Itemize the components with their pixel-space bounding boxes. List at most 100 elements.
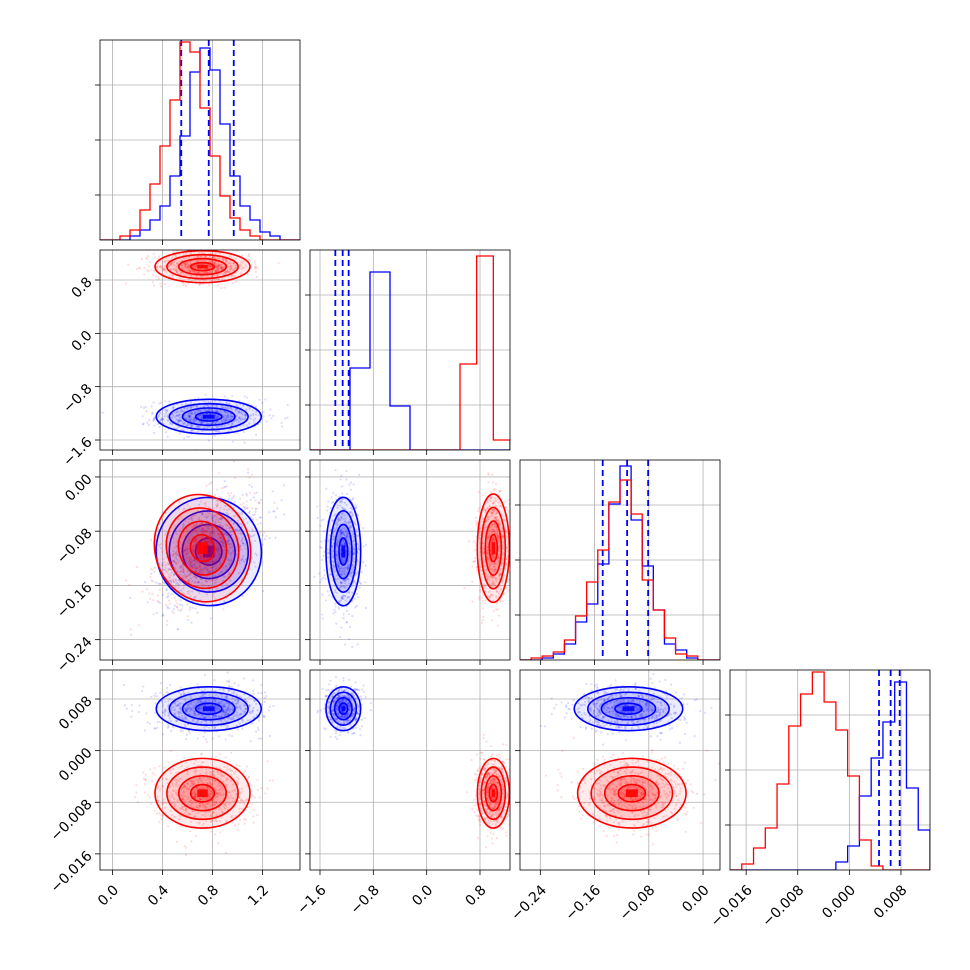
sample-point (342, 511, 345, 515)
sample-point (343, 567, 346, 570)
sample-point (200, 581, 203, 584)
sample-point (287, 447, 289, 449)
sample-point (167, 265, 170, 268)
sample-point (194, 581, 198, 585)
sample-point (192, 420, 195, 423)
sample-point (180, 271, 183, 274)
sample-point (223, 395, 226, 398)
sample-point (216, 542, 219, 545)
sample-point (147, 269, 150, 273)
sample-point (228, 268, 232, 271)
sample-point (349, 481, 353, 484)
sample-point (195, 567, 198, 570)
sample-point (214, 262, 217, 265)
sample-point (487, 473, 490, 476)
sample-point (229, 417, 232, 420)
sample-point (207, 246, 209, 248)
sample-point (339, 581, 342, 584)
sample-point (227, 261, 230, 264)
sample-point (187, 570, 190, 573)
sample-point (195, 425, 199, 428)
sample-point (171, 578, 174, 581)
sample-point (196, 416, 200, 419)
sample-point (252, 706, 255, 710)
sample-point (209, 585, 213, 588)
sample-point (481, 542, 485, 545)
sample-point (195, 275, 198, 278)
sample-point (231, 716, 234, 719)
sample-point (207, 556, 210, 559)
sample-point (205, 698, 208, 701)
sample-point (254, 552, 257, 555)
sample-point (195, 409, 199, 412)
sample-point (244, 704, 247, 707)
sample-point (188, 585, 191, 588)
sample-point (336, 518, 339, 521)
sample-point (231, 394, 234, 397)
sample-point (351, 571, 354, 574)
sample-point (341, 507, 344, 510)
sample-point (348, 526, 351, 529)
sample-point (240, 548, 243, 551)
sample-point (262, 415, 265, 418)
sample-point (484, 509, 487, 512)
sample-point (497, 556, 500, 560)
sample-point (172, 580, 176, 583)
sample-point (492, 579, 495, 582)
sample-point (494, 568, 497, 571)
sample-point (207, 543, 210, 546)
sample-point (284, 417, 287, 420)
sample-point (223, 410, 227, 413)
sample-point (204, 703, 207, 707)
sample-point (204, 566, 207, 570)
sample-point (186, 544, 189, 548)
sample-point (193, 530, 196, 533)
sample-point (159, 282, 162, 285)
sample-point (179, 260, 182, 263)
sample-point (224, 271, 227, 274)
sample-point (245, 396, 249, 399)
sample-point (185, 733, 188, 736)
sample-point (230, 498, 233, 501)
sample-point (233, 515, 236, 518)
sample-point (486, 507, 489, 510)
sample-point (180, 266, 184, 269)
sample-point (332, 560, 335, 564)
sample-point (348, 552, 351, 555)
sample-point (137, 624, 140, 627)
sample-point (211, 259, 214, 263)
sample-point (201, 528, 204, 531)
sample-point (167, 714, 170, 717)
sample-point (498, 589, 502, 592)
sample-point (194, 256, 197, 259)
sample-point (187, 580, 190, 584)
sample-point (249, 712, 252, 715)
sample-point (339, 529, 343, 532)
sample-point (203, 502, 206, 505)
sample-point (340, 500, 344, 503)
sample-point (499, 572, 503, 576)
sample-point (186, 264, 190, 267)
sample-point (179, 565, 182, 568)
sample-point (217, 573, 221, 576)
sample-point (177, 579, 181, 582)
sample-point (238, 420, 241, 423)
sample-point (209, 540, 212, 544)
sample-point (227, 707, 230, 710)
sample-point (229, 275, 232, 278)
sample-point (198, 563, 202, 566)
sample-point (183, 256, 186, 260)
sample-point (205, 700, 208, 703)
sample-point (205, 562, 208, 565)
sample-point (482, 561, 485, 564)
sample-point (160, 575, 164, 579)
sample-point (213, 597, 217, 600)
sample-point (178, 712, 181, 715)
sample-point (163, 580, 166, 584)
sample-point (216, 273, 219, 276)
sample-point (196, 561, 199, 564)
sample-point (208, 264, 211, 268)
sample-point (356, 643, 359, 646)
sample-point (487, 552, 490, 555)
sample-point (331, 545, 334, 548)
